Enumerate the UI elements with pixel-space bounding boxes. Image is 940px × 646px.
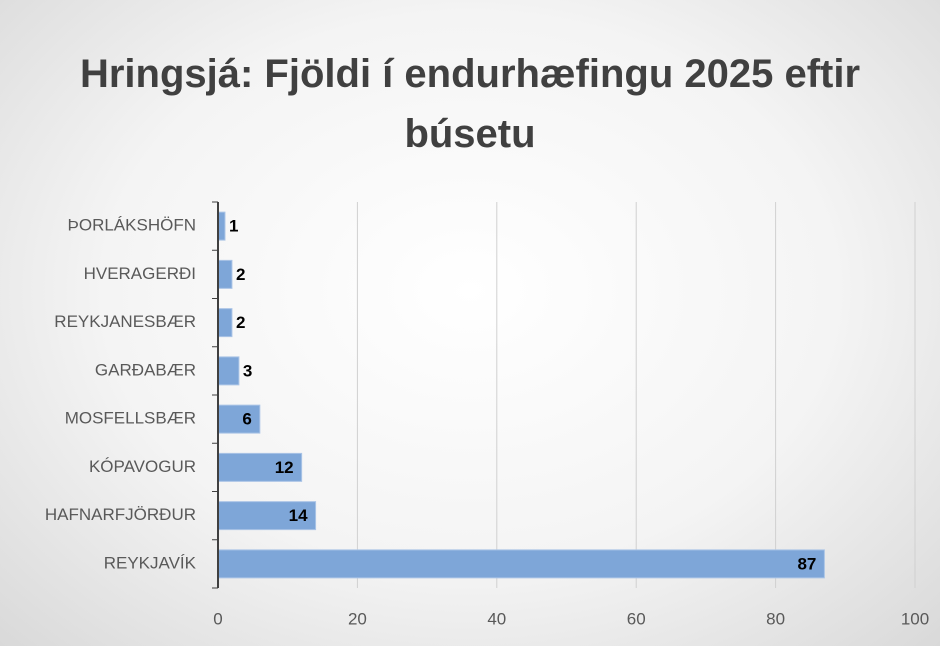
data-label: 2 [236, 265, 245, 284]
data-label: 3 [243, 361, 252, 380]
bar [217, 549, 825, 579]
y-tick-label: KÓPAVOGUR [89, 457, 196, 476]
x-tick-label: 100 [901, 609, 929, 628]
x-tick-label: 60 [627, 609, 646, 628]
bar [217, 259, 233, 289]
bar [217, 211, 226, 241]
y-tick-label: ÞORLÁKSHÖFN [68, 216, 196, 235]
bar [217, 308, 233, 338]
data-label: 87 [797, 554, 816, 573]
y-tick-label: GARÐABÆR [95, 360, 196, 379]
x-tick-label: 40 [487, 609, 506, 628]
bar [217, 501, 317, 531]
data-label: 12 [275, 458, 294, 477]
y-tick-label: HVERAGERÐI [84, 264, 196, 283]
data-label: 1 [229, 217, 238, 236]
x-tick-label: 80 [766, 609, 785, 628]
y-tick-label: HAFNARFJÖRÐUR [45, 505, 196, 524]
bar [217, 356, 240, 386]
data-label: 14 [289, 506, 308, 525]
chart-title: Hringsjá: Fjöldi í endurhæfingu 2025 eft… [79, 52, 861, 156]
y-tick-label: REYKJANESBÆR [54, 312, 196, 331]
y-tick-label: REYKJAVÍK [104, 553, 197, 572]
y-tick-label: MOSFELLSBÆR [65, 409, 196, 428]
data-label: 2 [236, 313, 245, 332]
x-tick-label: 20 [348, 609, 367, 628]
data-label: 6 [242, 410, 251, 429]
x-tick-label: 0 [213, 609, 222, 628]
bar [217, 404, 261, 434]
